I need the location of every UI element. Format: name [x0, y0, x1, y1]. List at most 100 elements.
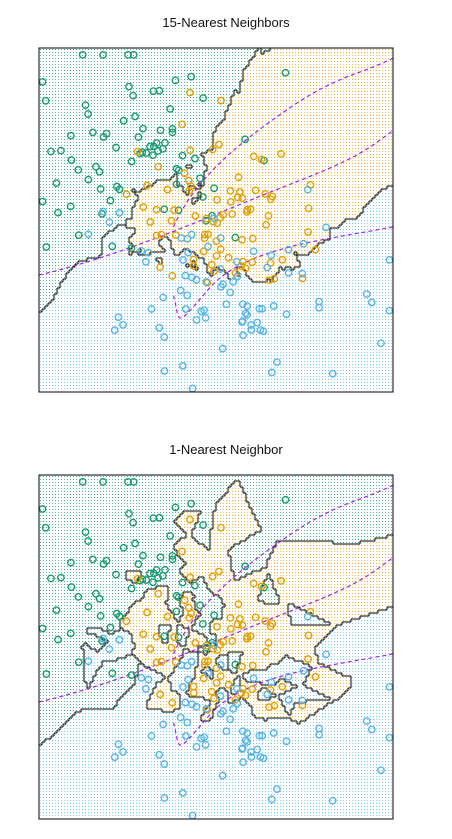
region-dot [196, 76, 197, 77]
region-dot [178, 163, 179, 164]
region-dot [331, 52, 332, 53]
region-dot [373, 121, 374, 122]
region-dot [76, 106, 77, 107]
region-dot [49, 142, 50, 143]
region-dot [331, 163, 332, 164]
region-dot [238, 124, 239, 125]
region-dot [349, 139, 350, 140]
region-dot [166, 73, 167, 74]
region-dot [289, 154, 290, 155]
region-dot [103, 136, 104, 137]
region-dot [43, 109, 44, 110]
region-dot [199, 58, 200, 59]
region-dot [289, 70, 290, 71]
region-dot [271, 160, 272, 161]
region-dot [181, 76, 182, 77]
region-dot [211, 133, 212, 134]
region-dot [88, 160, 89, 161]
region-dot [307, 115, 308, 116]
region-dot [259, 121, 260, 122]
region-dot [385, 58, 386, 59]
region-dot [58, 85, 59, 86]
region-dot [382, 130, 383, 131]
region-dot [301, 70, 302, 71]
region-dot [274, 100, 275, 101]
region-dot [385, 154, 386, 155]
region-dot [319, 73, 320, 74]
region-dot [148, 169, 149, 170]
region-dot [220, 91, 221, 92]
region-dot [133, 115, 134, 116]
region-dot [391, 55, 392, 56]
region-dot [85, 79, 86, 80]
region-dot [352, 52, 353, 53]
region-dot [370, 130, 371, 131]
region-dot [145, 106, 146, 107]
region-dot [82, 139, 83, 140]
region-dot [55, 130, 56, 131]
region-dot [148, 97, 149, 98]
region-dot [358, 142, 359, 143]
region-dot [226, 61, 227, 62]
region-dot [307, 49, 308, 50]
region-dot [268, 79, 269, 80]
region-dot [139, 76, 140, 77]
region-dot [370, 154, 371, 155]
region-dot [292, 130, 293, 131]
region-dot [304, 124, 305, 125]
region-dot [307, 118, 308, 119]
region-dot [196, 79, 197, 80]
region-dot [187, 103, 188, 104]
region-dot [130, 85, 131, 86]
region-dot [214, 163, 215, 164]
region-dot [241, 133, 242, 134]
region-dot [187, 82, 188, 83]
region-dot [49, 166, 50, 167]
region-dot [262, 136, 263, 137]
region-dot [157, 100, 158, 101]
region-dot [316, 112, 317, 113]
region-dot [346, 79, 347, 80]
region-dot [328, 121, 329, 122]
region-dot [43, 154, 44, 155]
region-dot [304, 166, 305, 167]
region-dot [199, 130, 200, 131]
region-dot [127, 118, 128, 119]
region-dot [388, 145, 389, 146]
region-dot [115, 112, 116, 113]
region-dot [256, 61, 257, 62]
region-dot [184, 148, 185, 149]
region-dot [49, 85, 50, 86]
region-dot [184, 136, 185, 137]
region-dot [67, 73, 68, 74]
region-dot [343, 73, 344, 74]
region-dot [196, 115, 197, 116]
region-dot [124, 103, 125, 104]
region-dot [121, 64, 122, 65]
region-dot [277, 64, 278, 65]
region-dot [238, 85, 239, 86]
region-dot [175, 52, 176, 53]
region-dot [355, 151, 356, 152]
region-dot [250, 52, 251, 53]
region-dot [238, 100, 239, 101]
region-dot [52, 112, 53, 113]
region-dot [178, 160, 179, 161]
region-dot [214, 148, 215, 149]
region-dot [235, 130, 236, 131]
region-dot [241, 79, 242, 80]
region-dot [67, 175, 68, 176]
region-dot [106, 145, 107, 146]
region-dot [262, 88, 263, 89]
region-dot [343, 133, 344, 134]
region-dot [232, 79, 233, 80]
region-dot [136, 124, 137, 125]
region-dot [223, 49, 224, 50]
region-dot [256, 127, 257, 128]
region-dot [274, 49, 275, 50]
region-dot [229, 145, 230, 146]
region-dot [229, 82, 230, 83]
region-dot [241, 88, 242, 89]
region-dot [220, 115, 221, 116]
region-dot [385, 121, 386, 122]
